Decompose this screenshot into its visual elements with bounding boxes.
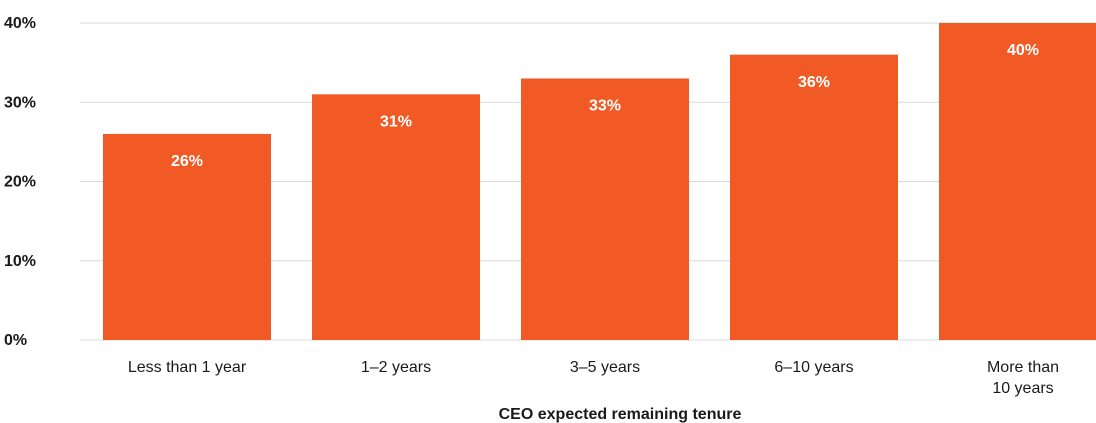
y-tick-label: 0% [4, 332, 27, 349]
bar-5 [939, 23, 1096, 340]
data-label: 40% [1007, 42, 1039, 59]
data-label: 26% [171, 153, 203, 170]
data-label: 31% [380, 114, 412, 131]
x-category-label: 1–2 years [361, 359, 431, 376]
y-tick-label: 10% [4, 253, 36, 270]
x-axis-title: CEO expected remaining tenure [499, 406, 742, 423]
x-category-label: 6–10 years [774, 359, 853, 376]
y-axis-ticks: 0% 10% 20% 30% 40% [4, 15, 36, 349]
x-category-label: 3–5 years [570, 359, 640, 376]
bars-layer: 26% 31% 33% 36% 40% [103, 23, 1096, 340]
bar-4 [730, 54, 898, 340]
data-label: 33% [589, 98, 621, 115]
y-tick-label: 40% [4, 15, 36, 32]
bar-3 [521, 78, 689, 340]
y-tick-label: 30% [4, 94, 36, 111]
y-tick-label: 20% [4, 174, 36, 191]
x-category-label: Less than 1 year [128, 359, 247, 376]
bar-2 [312, 94, 480, 340]
data-label: 36% [798, 74, 830, 91]
bar-1 [103, 133, 271, 340]
x-axis-categories: Less than 1 year 1–2 years 3–5 years 6–10 y… [128, 359, 1059, 397]
x-category-label: More than 10 years [987, 359, 1059, 397]
